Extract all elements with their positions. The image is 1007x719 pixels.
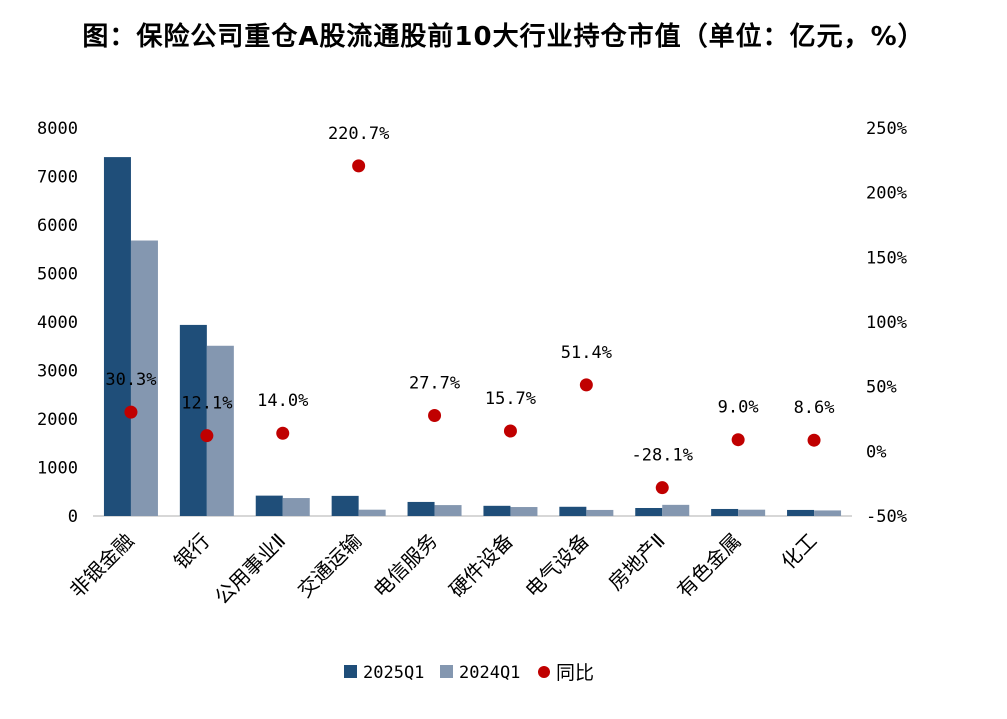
- category-label: 电信服务: [369, 529, 443, 603]
- yoy-data-label: 30.3%: [105, 370, 156, 390]
- yoy-point: [655, 481, 669, 495]
- category-label: 交通运输: [293, 529, 367, 603]
- category-label: 公用事业Ⅱ: [210, 529, 290, 609]
- y2-tick-label: 0%: [866, 442, 886, 462]
- bar-2024q1: [586, 509, 614, 516]
- category-label: 银行: [169, 529, 214, 574]
- yoy-point: [276, 426, 290, 440]
- category-label: 硬件设备: [444, 529, 518, 603]
- bar-2025q1: [255, 495, 283, 516]
- y-tick-label: 3000: [37, 362, 78, 382]
- y-tick-label: 1000: [37, 459, 78, 479]
- yoy-point: [503, 424, 517, 438]
- legend-swatch-yoy: [538, 666, 550, 678]
- y-tick-label: 6000: [37, 216, 78, 236]
- bar-2024q1: [662, 504, 690, 516]
- y-tick-label: 7000: [37, 168, 78, 188]
- bar-2024q1: [510, 507, 538, 516]
- category-label: 房地产Ⅱ: [603, 529, 669, 595]
- y2-tick-label: 250%: [866, 119, 907, 139]
- yoy-data-label: 14.0%: [257, 391, 308, 411]
- chart-title: 图：保险公司重仓A股流通股前10大行业持仓市值（单位：亿元，%）: [82, 22, 925, 52]
- y-tick-label: 5000: [37, 265, 78, 285]
- legend-label-2024q1: 2024Q1: [459, 663, 520, 683]
- yoy-data-label: 51.4%: [561, 343, 612, 363]
- category-label: 非银金融: [65, 529, 139, 603]
- yoy-point: [124, 405, 138, 419]
- yoy-point: [579, 378, 593, 392]
- bar-2025q1: [483, 505, 511, 516]
- category-label: 有色金属: [672, 529, 746, 603]
- yoy-data-label: 9.0%: [718, 398, 759, 418]
- y2-tick-label: 200%: [866, 184, 907, 204]
- bar-2025q1: [331, 495, 359, 516]
- yoy-data-label: 15.7%: [485, 389, 536, 409]
- yoy-point: [807, 433, 821, 447]
- bar-2025q1: [559, 506, 587, 516]
- y-tick-label: 4000: [37, 313, 78, 333]
- y-tick-label: 0: [68, 507, 78, 527]
- bar-2024q1: [738, 509, 766, 516]
- yoy-data-label: -28.1%: [632, 446, 693, 466]
- yoy-data-label: 8.6%: [794, 398, 835, 418]
- bar-2025q1: [787, 509, 815, 516]
- yoy-point: [200, 429, 214, 443]
- bar-2024q1: [130, 240, 158, 516]
- y2-tick-label: 150%: [866, 248, 907, 268]
- legend-label-yoy: 同比: [556, 662, 594, 684]
- bar-2025q1: [103, 157, 131, 516]
- category-label: 电气设备: [520, 529, 594, 603]
- bar-2024q1: [814, 510, 842, 516]
- yoy-point: [352, 159, 366, 173]
- yoy-point: [731, 433, 745, 447]
- y-tick-label: 2000: [37, 410, 78, 430]
- legend-label-2025q1: 2025Q1: [363, 663, 424, 683]
- legend-swatch-2025q1: [344, 665, 357, 678]
- yoy-data-label: 27.7%: [409, 374, 460, 394]
- bar-2025q1: [407, 501, 435, 516]
- bar-2025q1: [635, 507, 663, 516]
- legend-swatch-2024q1: [440, 665, 453, 678]
- y2-tick-label: 100%: [866, 313, 907, 333]
- yoy-data-label: 12.1%: [181, 394, 232, 414]
- bar-2024q1: [282, 498, 310, 516]
- y2-tick-label: -50%: [866, 507, 907, 527]
- bar-2025q1: [711, 508, 739, 516]
- bar-2024q1: [434, 505, 462, 516]
- y2-tick-label: 50%: [866, 378, 897, 398]
- bar-2024q1: [206, 345, 234, 516]
- yoy-data-label: 220.7%: [328, 124, 389, 144]
- yoy-point: [428, 409, 442, 423]
- bar-2025q1: [179, 324, 207, 516]
- bar-2024q1: [358, 509, 386, 516]
- y-tick-label: 8000: [37, 119, 78, 139]
- category-label: 化工: [776, 529, 821, 574]
